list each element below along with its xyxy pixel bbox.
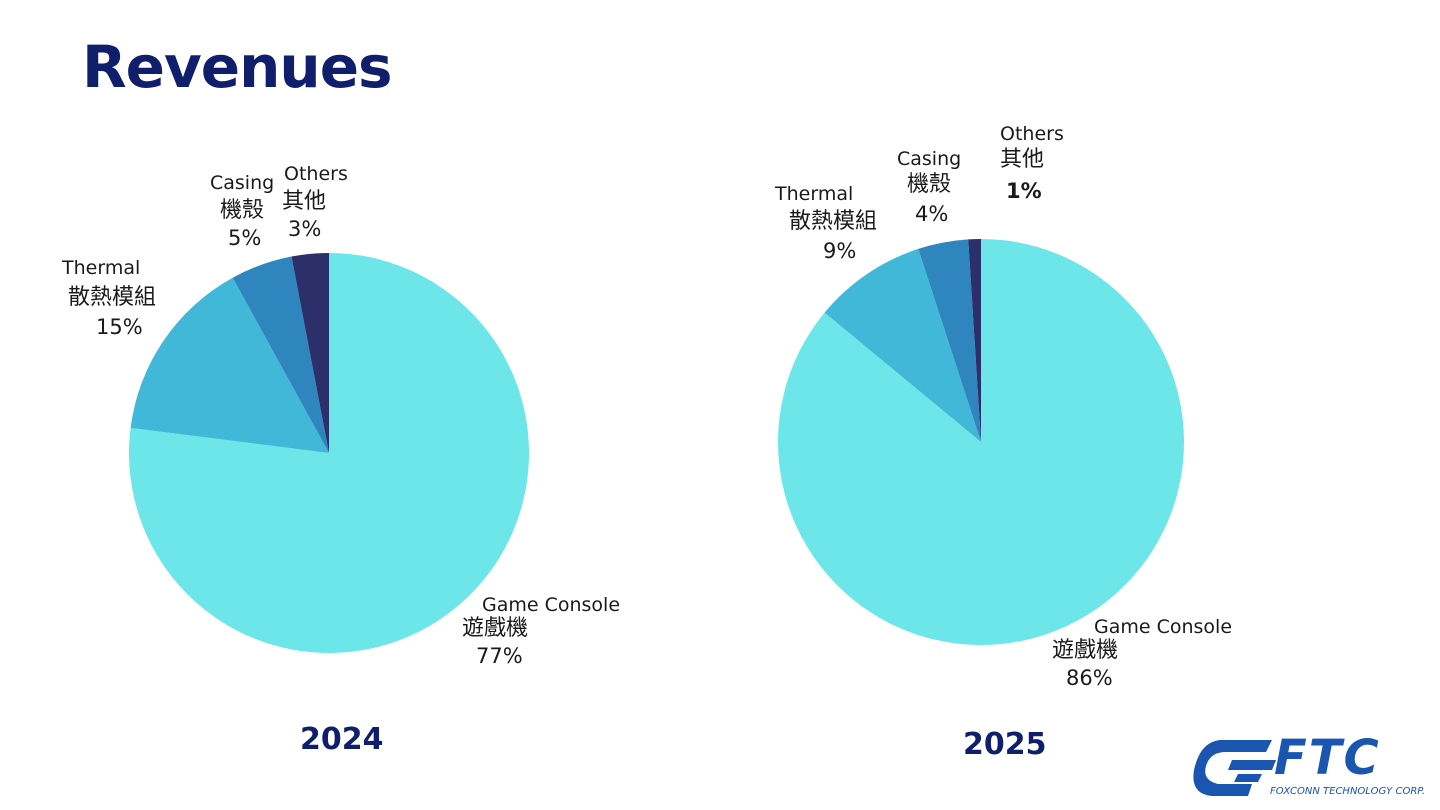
label-2024-game-console-en: Game Console	[482, 594, 620, 616]
year-label-2025: 2025	[963, 727, 1047, 762]
label-2025-thermal-pct: 9%	[823, 239, 856, 263]
label-2024-casing-zh: 機殼	[220, 198, 264, 223]
label-2025-others-pct: 1%	[1006, 179, 1042, 203]
year-label-2024: 2024	[300, 722, 384, 757]
label-2025-casing-pct: 4%	[915, 202, 948, 226]
label-2025-others-zh: 其他	[1000, 147, 1044, 172]
label-2024-game-console-zh: 遊戲機	[462, 616, 528, 641]
label-2025-game-console-pct: 86%	[1066, 666, 1113, 690]
pie-chart-2025	[778, 239, 1184, 645]
label-2024-thermal-zh: 散熱模組	[68, 285, 156, 310]
label-2025-thermal-en: Thermal	[774, 183, 853, 205]
label-2024-casing-pct: 5%	[228, 226, 261, 250]
label-2024-others-zh: 其他	[282, 189, 326, 214]
label-2025-others-en: Others	[1000, 123, 1064, 145]
label-2025-casing-zh: 機殼	[907, 172, 951, 197]
label-2024-thermal-en: Thermal	[61, 257, 140, 279]
label-2025-game-console-zh: 遊戲機	[1052, 638, 1118, 663]
label-2025-thermal-zh: 散熱模組	[789, 209, 877, 234]
logo-subtitle: FOXCONN TECHNOLOGY CORP.	[1270, 786, 1425, 797]
label-2024-thermal-pct: 15%	[96, 315, 143, 339]
label-2024-casing-en: Casing	[210, 172, 274, 194]
label-2025-casing-en: Casing	[897, 148, 961, 170]
logo-text: FTC	[1274, 734, 1381, 782]
label-2025-game-console-en: Game Console	[1094, 616, 1232, 638]
label-2024-others-pct: 3%	[288, 217, 321, 241]
label-2024-game-console-pct: 77%	[476, 644, 523, 668]
pie-chart-2024	[129, 253, 529, 653]
label-2024-others-en: Others	[284, 163, 348, 185]
